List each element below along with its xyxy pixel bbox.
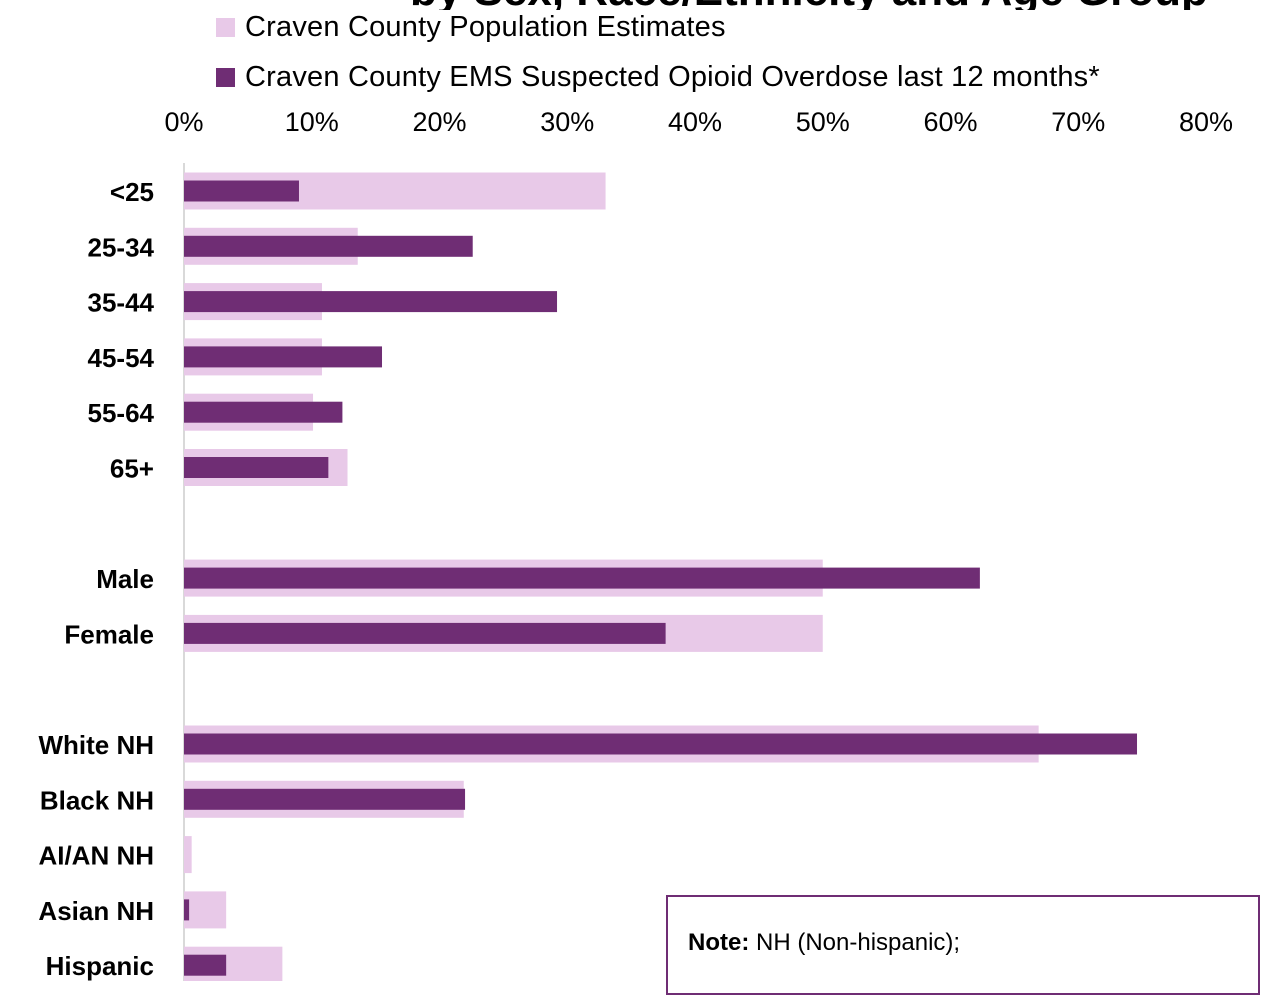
- x-tick-label: 20%: [412, 107, 466, 137]
- bar-ems: [184, 180, 299, 202]
- category-label: Male: [96, 564, 154, 594]
- x-tick-label: 70%: [1051, 107, 1105, 137]
- bar-ems: [184, 733, 1138, 755]
- legend-swatch-population: [216, 17, 235, 37]
- bar-ems: [184, 401, 343, 423]
- category-label: AI/AN NH: [38, 841, 154, 871]
- bar-population: [184, 891, 227, 929]
- category-label: 25-34: [88, 232, 155, 262]
- category-label: 65+: [110, 454, 154, 484]
- legend: Craven County Population Estimates Crave…: [216, 6, 1100, 106]
- note-box: Note: NH (Non-hispanic);: [666, 895, 1260, 995]
- note-label: Note:: [688, 929, 750, 956]
- x-tick-label: 40%: [668, 107, 722, 137]
- note-text: Note: NH (Non-hispanic);: [688, 929, 960, 957]
- bar-ems: [184, 954, 227, 976]
- chart-title-cropped: by Sex, Race/Ethnicity and Age Group: [0, 0, 1269, 10]
- legend-label-population: Craven County Population Estimates: [245, 10, 726, 43]
- category-label: Female: [64, 619, 154, 649]
- note-content: NH (Non-hispanic);: [756, 929, 961, 956]
- bar-ems: [184, 346, 383, 368]
- legend-swatch-ems: [216, 67, 235, 87]
- bar-ems: [184, 788, 466, 810]
- bar-ems: [184, 235, 473, 257]
- x-tick-label: 10%: [285, 107, 339, 137]
- legend-item-population: Craven County Population Estimates: [216, 6, 1100, 48]
- x-tick-label: 60%: [923, 107, 977, 137]
- chart-title-text: by Sex, Race/Ethnicity and Age Group: [410, 0, 1208, 10]
- x-tick-label: 30%: [540, 107, 594, 137]
- x-tick-label: 80%: [1179, 107, 1233, 137]
- category-label: Hispanic: [46, 951, 154, 981]
- category-label: 45-54: [88, 343, 155, 373]
- x-tick-label: 50%: [796, 107, 850, 137]
- category-label: White NH: [38, 730, 154, 760]
- x-tick-label: 0%: [164, 107, 203, 137]
- legend-item-ems: Craven County EMS Suspected Opioid Overd…: [216, 56, 1100, 98]
- category-label: Black NH: [40, 785, 154, 815]
- category-label: 35-44: [88, 288, 155, 318]
- bar-ems: [184, 622, 666, 644]
- bar-ems: [184, 291, 558, 313]
- bar-ems: [184, 899, 190, 921]
- bar-ems: [184, 567, 980, 589]
- category-label: <25: [110, 177, 154, 207]
- bar-ems: [184, 457, 329, 478]
- legend-label-ems: Craven County EMS Suspected Opioid Overd…: [245, 60, 1100, 93]
- bar-population: [184, 836, 192, 874]
- category-label: 55-64: [88, 398, 155, 428]
- category-label: Asian NH: [38, 896, 154, 926]
